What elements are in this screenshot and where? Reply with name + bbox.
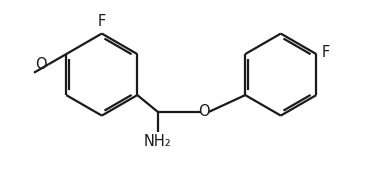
Text: O: O xyxy=(199,104,210,119)
Text: NH₂: NH₂ xyxy=(144,134,172,149)
Text: F: F xyxy=(321,45,330,60)
Text: F: F xyxy=(98,14,106,29)
Text: O: O xyxy=(35,57,47,72)
